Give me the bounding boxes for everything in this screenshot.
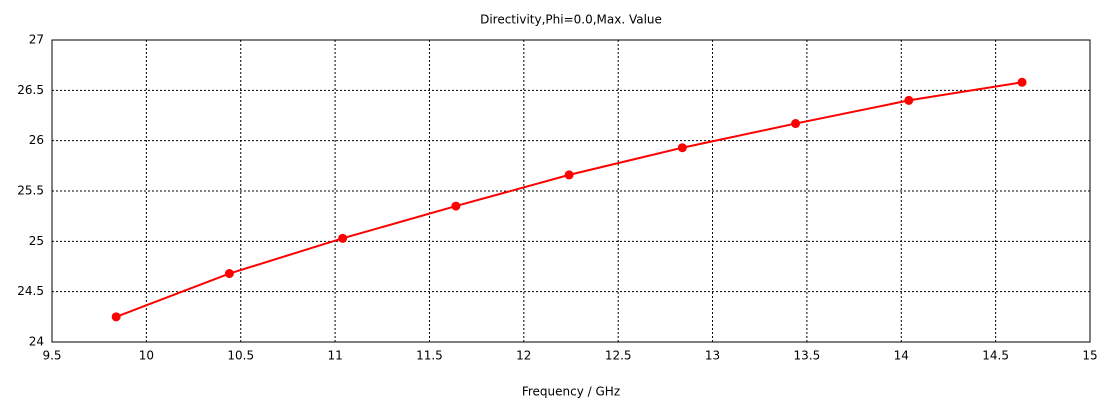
x-tick-label: 10 (139, 349, 154, 363)
y-tick-label: 24.5 (17, 284, 44, 298)
x-tick-label: 12.5 (605, 349, 632, 363)
chart-title: Directivity,Phi=0.0,Max. Value (480, 13, 662, 27)
plot-frame (51, 39, 1091, 343)
data-point (451, 201, 461, 211)
data-point (564, 170, 574, 180)
x-tick-label: 9.5 (42, 349, 61, 363)
x-tick-label: 11.5 (416, 349, 443, 363)
x-axis-label: Frequency / GHz (522, 385, 620, 399)
data-point (1017, 77, 1027, 87)
data-point (677, 143, 687, 153)
data-point (111, 312, 121, 322)
x-tick-label: 11 (327, 349, 342, 363)
data-point (791, 119, 801, 129)
data-point (338, 233, 348, 243)
x-tick-label: 14.5 (982, 349, 1009, 363)
y-tick-label: 25 (29, 234, 44, 248)
data-point (224, 269, 234, 279)
x-tick-label: 10.5 (227, 349, 254, 363)
y-tick-label: 26.5 (17, 83, 44, 97)
y-tick-label: 25.5 (17, 184, 44, 198)
data-line (115, 81, 1023, 318)
x-tick-label: 13 (705, 349, 720, 363)
y-tick-label: 27 (29, 33, 44, 47)
y-tick-label: 24 (29, 335, 44, 349)
x-tick-label: 12 (516, 349, 531, 363)
y-tick-label: 26 (29, 133, 44, 147)
x-tick-label: 15 (1082, 349, 1097, 363)
x-tick-label: 14 (894, 349, 909, 363)
data-point (904, 95, 914, 105)
x-tick-label: 13.5 (794, 349, 821, 363)
